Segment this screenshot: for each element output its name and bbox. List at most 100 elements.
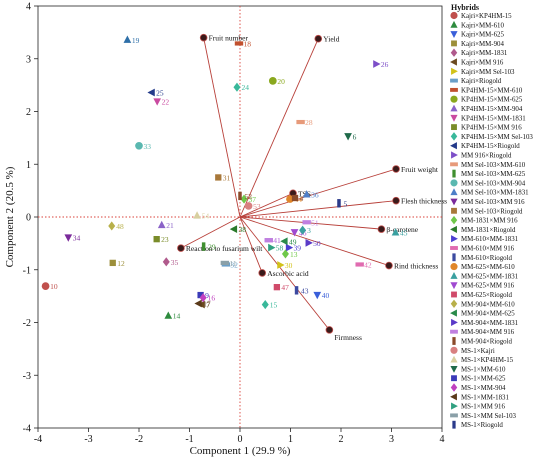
score-point: [280, 237, 288, 246]
score-point: [281, 249, 289, 259]
score-point: [264, 238, 273, 243]
score-point-label: 50: [313, 239, 321, 248]
legend-marker: [451, 375, 457, 382]
score-point: [238, 191, 242, 201]
legend-entry-label: MS-1×MM-625: [461, 376, 506, 383]
score-point-label: 28: [305, 118, 313, 127]
loading-label: Fruit number: [209, 34, 249, 43]
score-point: [123, 35, 132, 43]
score-point-label: 44: [294, 195, 302, 204]
loading-label: Firmness: [334, 333, 362, 342]
score-point: [291, 194, 299, 202]
y-tick-label: -4: [23, 424, 31, 435]
legend-marker: [450, 393, 457, 401]
legend-marker: [452, 169, 456, 178]
legend-entry-label: MM-610×MM-1831: [461, 236, 519, 243]
legend-entry-label: Kajri×KP4HM-15: [461, 13, 512, 20]
x-axis-title: Component 1 (29.9 %): [190, 445, 291, 457]
score-point-label: 22: [162, 97, 170, 106]
legend-entry-label: MM-625×Riogold: [461, 292, 513, 299]
legend-entry-label: Kajri×MM-904: [461, 41, 504, 48]
score-point: [220, 260, 230, 265]
score-point-label: 10: [50, 282, 58, 291]
legend-title: Hybrids: [451, 3, 479, 12]
x-tick-label: -2: [135, 434, 143, 445]
loading-label: Ascorbic acid: [267, 269, 309, 278]
legend-entry-label: KP4HM-15×MM Sel-103: [461, 134, 533, 141]
score-point: [313, 291, 322, 300]
score-point: [234, 41, 244, 46]
score-point-label: 21: [166, 221, 174, 230]
score-point: [299, 225, 307, 235]
score-point-label: 35: [171, 258, 179, 267]
loading-endpoint: [325, 326, 334, 334]
legend-entry-label: Kajri×MM-625: [461, 32, 504, 39]
legend-marker: [450, 329, 458, 334]
score-point: [162, 257, 170, 267]
legend-entry-label: MM-1831×MM 916: [461, 218, 518, 225]
score-point: [153, 236, 160, 243]
score-point: [355, 262, 364, 267]
legend-marker: [450, 104, 458, 112]
score-point-label: 3: [307, 226, 311, 235]
legend-entry-label: MM Sel-103×MM-904: [461, 180, 526, 187]
legend-entry-label: MS-1×MM Sel-103: [461, 413, 517, 420]
legend-entry-label: MM-625×MM 916: [461, 283, 515, 290]
y-axis-title: Component 2 (20.5 %): [4, 166, 16, 267]
loading-label: Flesh thickness: [401, 197, 447, 206]
loading-vector: [239, 38, 319, 218]
legend-entry-label: MM Sel-103×MM 916: [461, 199, 525, 206]
score-point-label: 34: [73, 234, 81, 243]
score-point-label: 6: [353, 132, 357, 141]
score-point: [153, 98, 162, 106]
legend-marker: [451, 235, 458, 243]
legend-entry-label: MM Sel-103×MM-610: [461, 162, 526, 169]
score-point: [164, 311, 173, 319]
x-tick-label: 1: [288, 434, 293, 445]
score-point-label: 7: [206, 301, 210, 310]
score-point-label: 49: [289, 237, 297, 246]
score-point: [305, 238, 313, 247]
legend-marker: [450, 20, 458, 28]
legend-entry-label: Kajri×MM-610: [461, 22, 504, 29]
score-point-label: 30: [285, 261, 293, 270]
x-tick-label: 2: [339, 434, 344, 445]
score-point: [268, 77, 277, 85]
legend-entry-label: MS-1×KP4HM-15: [461, 357, 514, 364]
score-point: [244, 202, 253, 210]
score-point: [215, 174, 222, 181]
legend-marker: [451, 67, 458, 75]
score-point-label: 12: [117, 259, 125, 268]
score-point-label: 54: [202, 211, 210, 220]
y-tick-label: 0: [26, 213, 31, 224]
legend-marker: [451, 207, 457, 214]
legend-entry-label: KP4HM-15×MM-904: [461, 106, 523, 113]
legend-marker: [450, 263, 458, 271]
score-point: [201, 242, 206, 251]
score-point: [277, 261, 285, 269]
legend-entry-label: MM-610×Riogold: [461, 255, 513, 262]
score-point-label: 52: [245, 192, 253, 201]
legend-marker: [450, 114, 458, 122]
legend-entry-label: MM-610×MM 916: [461, 246, 515, 253]
legend-entry-label: MM-904×MM-625: [461, 311, 515, 318]
score-point-label: 40: [322, 291, 330, 300]
loading-label: Fruit weight: [401, 165, 439, 174]
score-point-label: 47: [281, 283, 289, 292]
legend-marker: [450, 383, 458, 392]
score-point-label: 5: [343, 199, 347, 208]
score-point-label: 26: [381, 60, 389, 69]
score-point: [302, 190, 311, 198]
score-point-label: 14: [173, 312, 181, 321]
score-point: [302, 220, 311, 225]
legend-entry-label: MM-904×MM 916: [461, 329, 515, 336]
y-tick-label: 1: [26, 160, 31, 171]
legend-marker: [451, 402, 458, 410]
legend-entry-label: KP4HM-15×MM-1831: [461, 115, 526, 122]
legend-entry-label: Kajri×MM-1831: [461, 50, 508, 57]
legend-marker: [450, 299, 458, 309]
legend-marker: [450, 225, 457, 233]
score-point-label: 11: [229, 259, 236, 268]
